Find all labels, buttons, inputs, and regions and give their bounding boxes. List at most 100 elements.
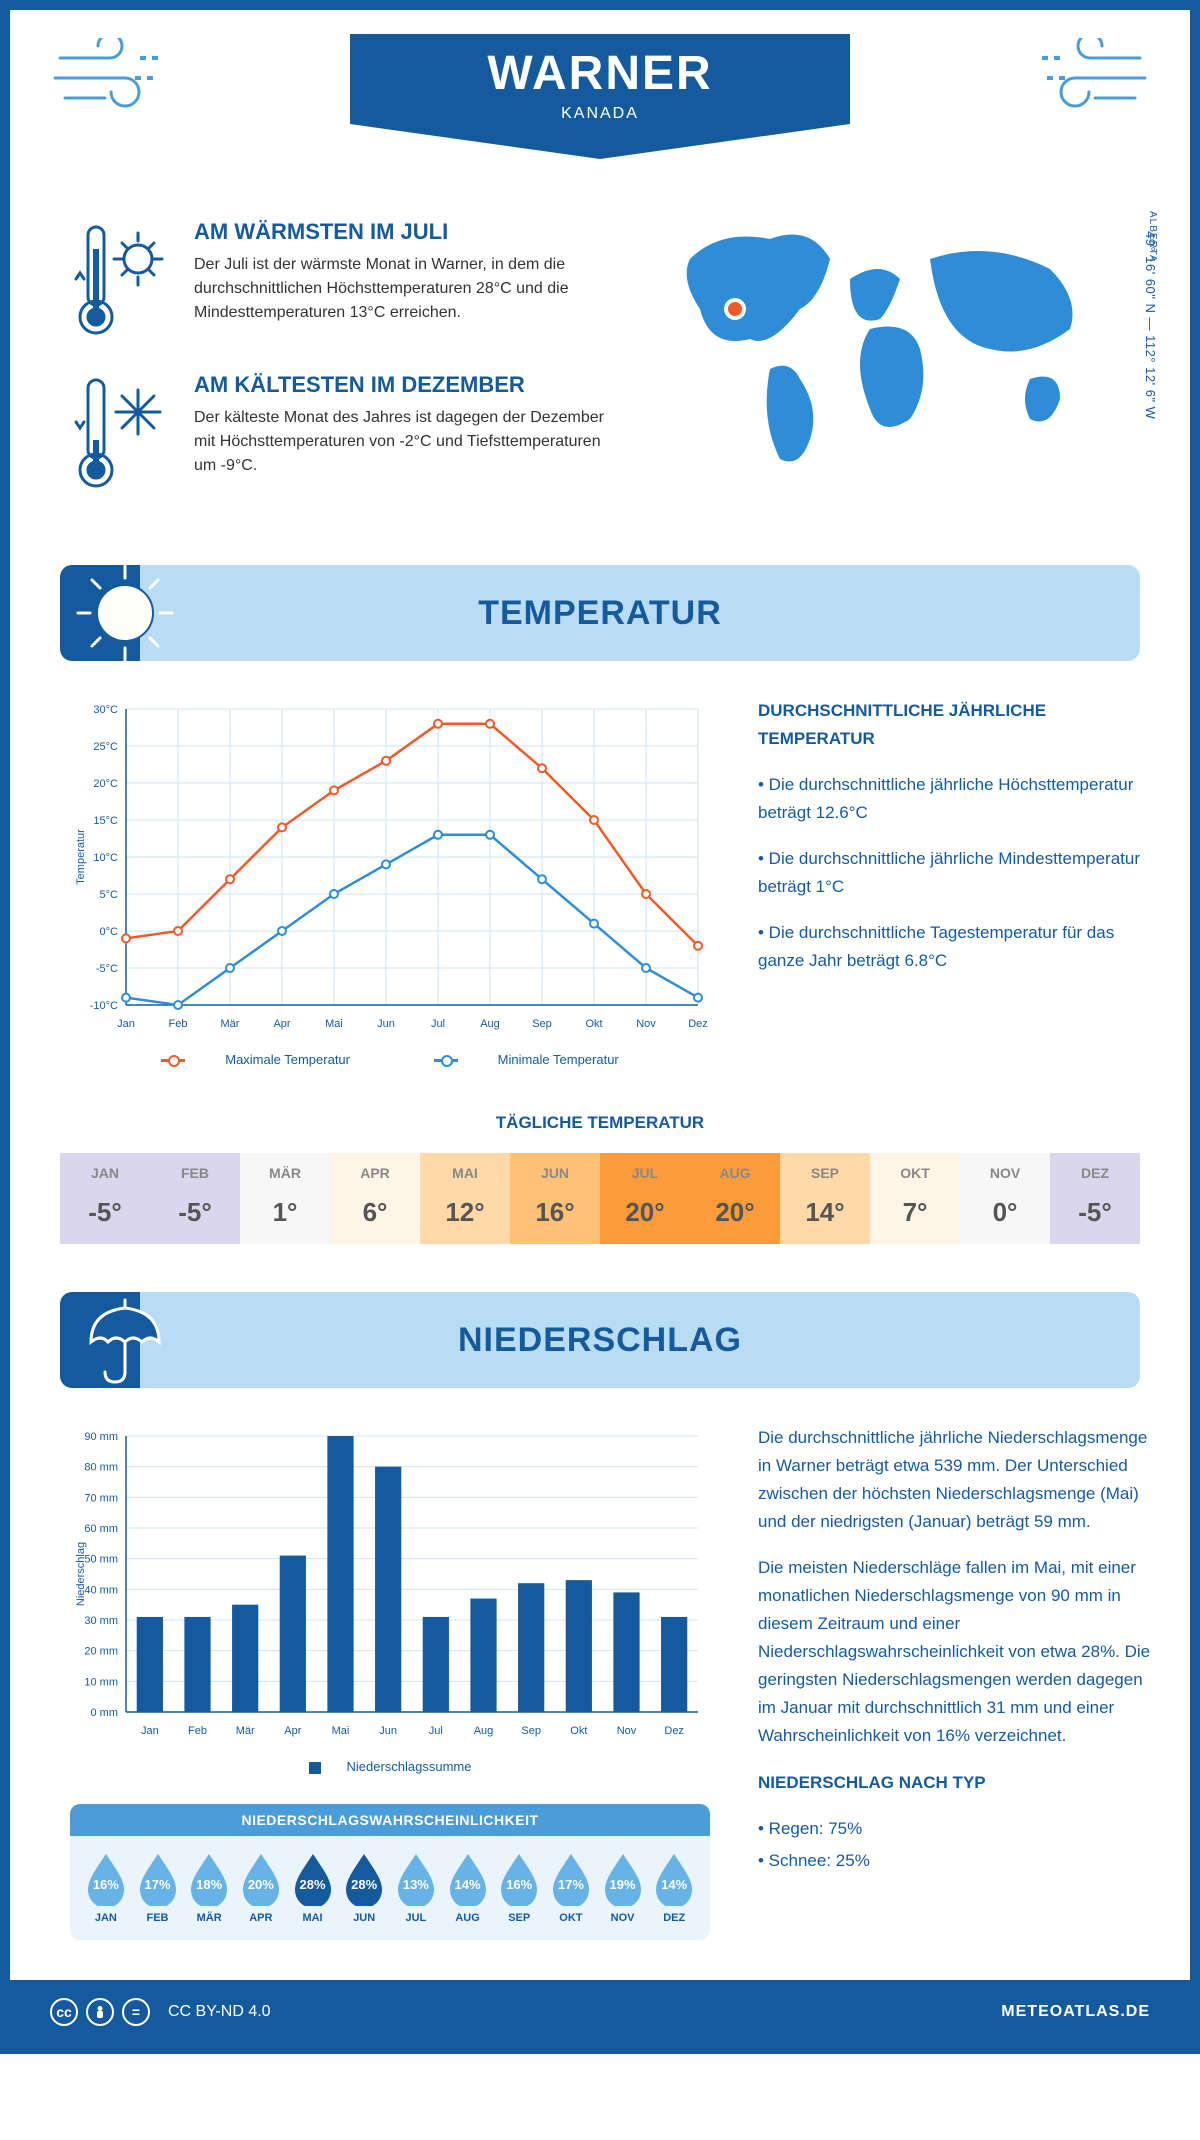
cold-fact: AM KÄLTESTEN IM DEZEMBER Der kälteste Mo…: [70, 372, 610, 497]
svg-text:Nov: Nov: [636, 1018, 656, 1030]
site-name: METEOATLAS.DE: [1001, 2003, 1150, 2021]
svg-text:Mär: Mär: [221, 1018, 240, 1030]
prob-cell: 19%NOV: [597, 1850, 649, 1924]
cold-fact-title: AM KÄLTESTEN IM DEZEMBER: [194, 372, 610, 398]
svg-text:-10°C: -10°C: [90, 1000, 118, 1012]
svg-text:Nov: Nov: [617, 1725, 637, 1737]
svg-text:30°C: 30°C: [93, 704, 118, 716]
prob-cell: 28%MAI: [287, 1850, 339, 1924]
daily-temp-cell: NOV0°: [960, 1153, 1050, 1244]
svg-text:Temperatur: Temperatur: [75, 829, 87, 885]
precip-chart: 0 mm10 mm20 mm30 mm40 mm50 mm60 mm70 mm8…: [70, 1424, 710, 1744]
daily-temp-cell: JUN16°: [510, 1153, 600, 1244]
warm-fact-text: Der Juli ist der wärmste Monat in Warner…: [194, 253, 610, 325]
warm-fact: AM WÄRMSTEN IM JULI Der Juli ist der wär…: [70, 219, 610, 344]
precip-title: NIEDERSCHLAG: [190, 1321, 1140, 1360]
temperature-title: TEMPERATUR: [190, 594, 1140, 633]
svg-text:Apr: Apr: [284, 1725, 301, 1737]
svg-text:Dez: Dez: [664, 1725, 684, 1737]
svg-text:Aug: Aug: [474, 1725, 494, 1737]
cold-fact-text: Der kälteste Monat des Jahres ist dagege…: [194, 406, 610, 478]
svg-text:Jan: Jan: [141, 1725, 159, 1737]
svg-text:10 mm: 10 mm: [84, 1676, 118, 1688]
svg-text:Feb: Feb: [188, 1725, 207, 1737]
temperature-chart: -10°C -5°C 0°C 5°C 10°C 15°C 20°C 25°C 30°C Jan Fe…: [70, 697, 710, 1037]
svg-text:Jun: Jun: [379, 1725, 397, 1737]
svg-text:Jan: Jan: [117, 1018, 135, 1030]
page-subtitle: KANADA: [450, 105, 750, 123]
title-banner: WARNER KANADA: [350, 34, 850, 159]
svg-text:0°C: 0°C: [100, 926, 119, 938]
prob-cell: 16%SEP: [493, 1850, 545, 1924]
daily-temp-cell: MÄR1°: [240, 1153, 330, 1244]
prob-cell: 17%OKT: [545, 1850, 597, 1924]
daily-temp-table: JAN-5°FEB-5°MÄR1°APR6°MAI12°JUN16°JUL20°…: [60, 1153, 1140, 1244]
thermometer-cold-icon: [70, 372, 170, 497]
daily-temp-cell: JUL20°: [600, 1153, 690, 1244]
daily-temp-cell: MAI12°: [420, 1153, 510, 1244]
temp-info-heading: DURCHSCHNITTLICHE JÄHRLICHE TEMPERATUR: [758, 697, 1158, 753]
svg-text:-5°C: -5°C: [96, 963, 118, 975]
prob-title: NIEDERSCHLAGSWAHRSCHEINLICHKEIT: [70, 1804, 710, 1836]
license-text: CC BY-ND 4.0: [168, 2003, 271, 2021]
svg-text:Okt: Okt: [585, 1018, 602, 1030]
svg-text:90 mm: 90 mm: [84, 1431, 118, 1443]
by-icon: [86, 1998, 114, 2026]
temperature-info: DURCHSCHNITTLICHE JÄHRLICHE TEMPERATUR •…: [758, 697, 1158, 1077]
umbrella-icon: [60, 1290, 190, 1390]
world-map: ALBERTA 49° 16' 60" N — 112° 12' 6" W: [650, 219, 1130, 525]
svg-text:Sep: Sep: [532, 1018, 552, 1030]
svg-text:Apr: Apr: [273, 1018, 290, 1030]
svg-text:Aug: Aug: [480, 1018, 500, 1030]
daily-temp-cell: DEZ-5°: [1050, 1153, 1140, 1244]
wind-icon: [50, 38, 170, 123]
coordinates: 49° 16' 60" N — 112° 12' 6" W: [1143, 231, 1158, 419]
license: cc = CC BY-ND 4.0: [50, 1998, 271, 2026]
prob-cell: 20%APR: [235, 1850, 287, 1924]
svg-text:20°C: 20°C: [93, 778, 118, 790]
header: WARNER KANADA: [10, 10, 1190, 219]
daily-temp-cell: AUG20°: [690, 1153, 780, 1244]
daily-temp-cell: APR6°: [330, 1153, 420, 1244]
thermometer-hot-icon: [70, 219, 170, 344]
svg-text:60 mm: 60 mm: [84, 1523, 118, 1535]
svg-text:25°C: 25°C: [93, 741, 118, 753]
svg-text:10°C: 10°C: [93, 852, 118, 864]
svg-text:Mai: Mai: [325, 1018, 343, 1030]
svg-text:70 mm: 70 mm: [84, 1492, 118, 1504]
prob-cell: 18%MÄR: [183, 1850, 235, 1924]
sun-icon: [60, 558, 190, 668]
svg-text:Jun: Jun: [377, 1018, 395, 1030]
temperature-banner: TEMPERATUR: [60, 565, 1140, 661]
cc-icon: cc: [50, 1998, 78, 2026]
precip-info: Die durchschnittliche jährliche Niedersc…: [758, 1424, 1158, 1940]
warm-fact-title: AM WÄRMSTEN IM JULI: [194, 219, 610, 245]
precip-banner: NIEDERSCHLAG: [60, 1292, 1140, 1388]
daily-temp-cell: FEB-5°: [150, 1153, 240, 1244]
svg-text:0 mm: 0 mm: [91, 1707, 119, 1719]
prob-cell: 16%JAN: [80, 1850, 132, 1924]
daily-temp-cell: OKT7°: [870, 1153, 960, 1244]
svg-text:40 mm: 40 mm: [84, 1584, 118, 1596]
temperature-legend: Maximale Temperatur Minimale Temperatur: [70, 1042, 710, 1077]
prob-cell: 17%FEB: [132, 1850, 184, 1924]
svg-text:15°C: 15°C: [93, 815, 118, 827]
precip-type-heading: NIEDERSCHLAG NACH TYP: [758, 1769, 1158, 1797]
page-title: WARNER: [450, 46, 750, 101]
prob-cell: 28%JUN: [338, 1850, 390, 1924]
daily-temp-cell: SEP14°: [780, 1153, 870, 1244]
svg-text:Sep: Sep: [521, 1725, 541, 1737]
svg-text:80 mm: 80 mm: [84, 1462, 118, 1474]
precip-legend: Niederschlagssumme: [70, 1749, 710, 1784]
svg-text:Mai: Mai: [332, 1725, 350, 1737]
precip-probability-box: NIEDERSCHLAGSWAHRSCHEINLICHKEIT 16%JAN17…: [70, 1804, 710, 1940]
footer: cc = CC BY-ND 4.0 METEOATLAS.DE: [10, 1980, 1190, 2044]
svg-text:Dez: Dez: [688, 1018, 708, 1030]
intro-section: AM WÄRMSTEN IM JULI Der Juli ist der wär…: [10, 219, 1190, 565]
nd-icon: =: [122, 1998, 150, 2026]
daily-temp-title: TÄGLICHE TEMPERATUR: [10, 1113, 1190, 1133]
svg-text:Feb: Feb: [169, 1018, 188, 1030]
svg-text:5°C: 5°C: [100, 889, 119, 901]
svg-text:Jul: Jul: [429, 1725, 443, 1737]
wind-icon: [1030, 38, 1150, 123]
